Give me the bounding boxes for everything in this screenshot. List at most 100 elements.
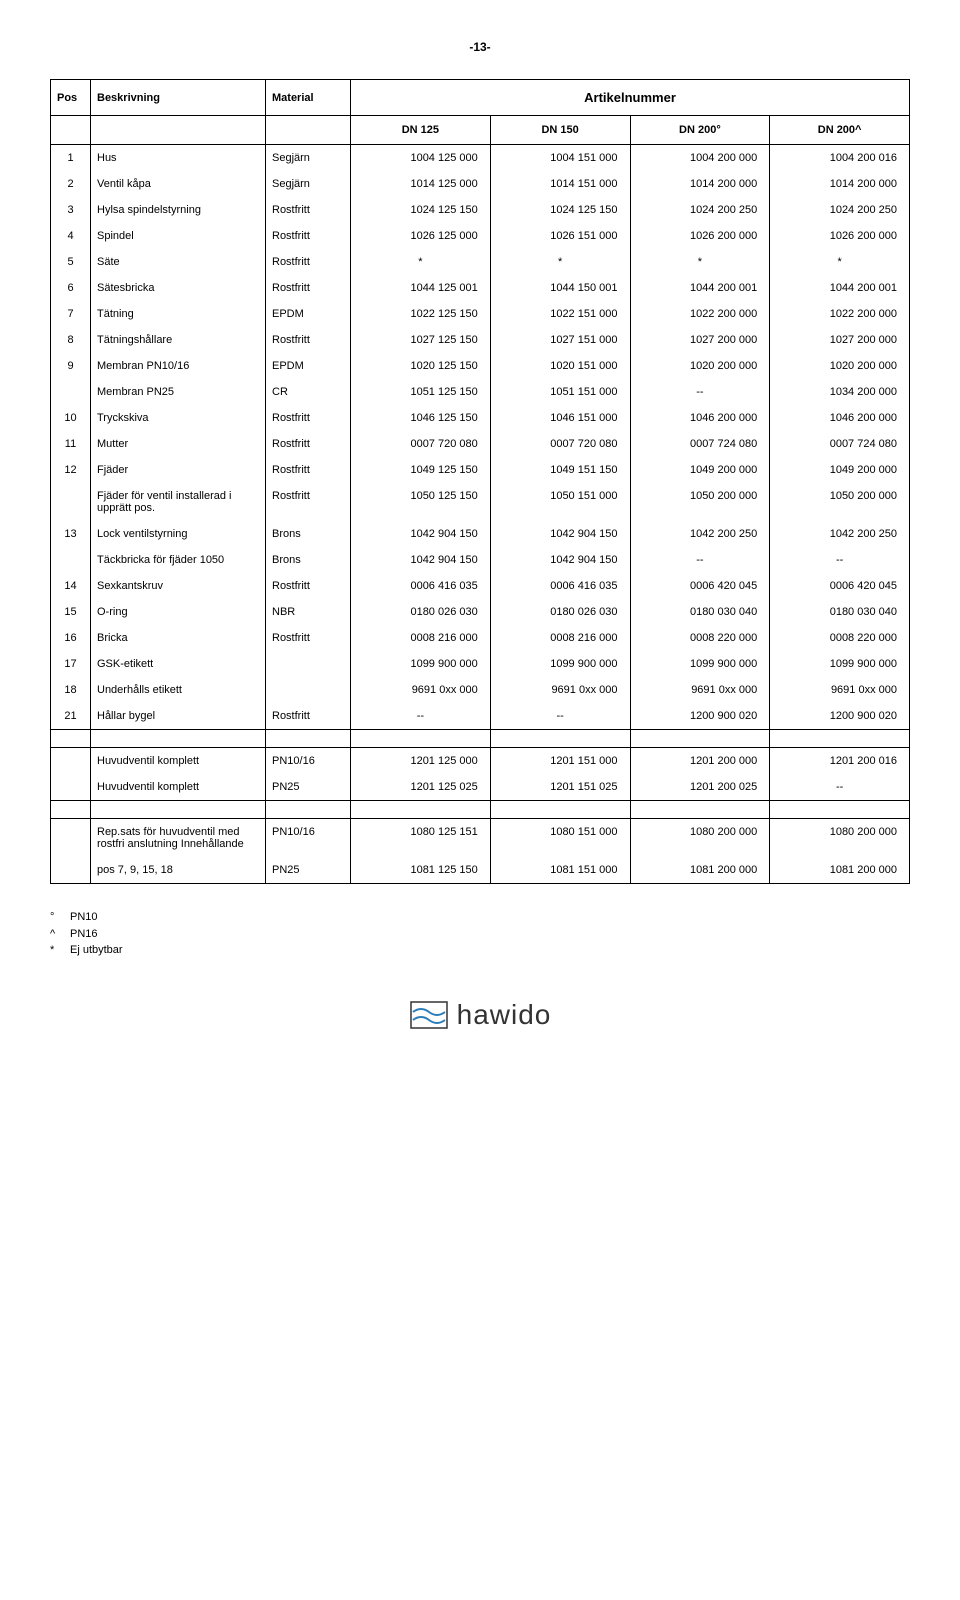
table-row: Huvudventil komplettPN10/161201 125 0001…: [51, 748, 910, 775]
footnote-sym: °: [50, 909, 70, 926]
cell-c2: 0006 416 035: [490, 573, 630, 599]
table-row: 11MutterRostfritt0007 720 0800007 720 08…: [51, 431, 910, 457]
cell-c2: 1049 151 150: [490, 457, 630, 483]
cell-c2: 1022 151 000: [490, 301, 630, 327]
cell-desc: Sätesbricka: [91, 275, 266, 301]
cell-pos: [51, 819, 91, 858]
cell-c4: 1024 200 250: [770, 197, 910, 223]
cell-c1: 0007 720 080: [351, 431, 491, 457]
table-row: 12FjäderRostfritt1049 125 1501049 151 15…: [51, 457, 910, 483]
cell-material: Rostfritt: [266, 223, 351, 249]
cell-c3: 0180 030 040: [630, 599, 770, 625]
cell-c4: 0006 420 045: [770, 573, 910, 599]
cell-material: [266, 677, 351, 703]
footnote-sym: *: [50, 942, 70, 959]
cell-pos: 7: [51, 301, 91, 327]
cell-c1: 1080 125 151: [351, 819, 491, 858]
cell-material: Rostfritt: [266, 275, 351, 301]
cell-c3: --: [630, 379, 770, 405]
cell-desc: GSK-etikett: [91, 651, 266, 677]
cell-c1: 1024 125 150: [351, 197, 491, 223]
cell-c3: 1046 200 000: [630, 405, 770, 431]
table-row: Membran PN25CR1051 125 1501051 151 000--…: [51, 379, 910, 405]
cell-c2: 0007 720 080: [490, 431, 630, 457]
cell-desc: Huvudventil komplett: [91, 748, 266, 775]
table-row: 9Membran PN10/16EPDM1020 125 1501020 151…: [51, 353, 910, 379]
cell-c2: 1004 151 000: [490, 145, 630, 172]
cell-pos: [51, 748, 91, 775]
gap: [51, 730, 910, 748]
cell-desc: Hållar bygel: [91, 703, 266, 730]
cell-desc: Sexkantskruv: [91, 573, 266, 599]
cell-c1: 1050 125 150: [351, 483, 491, 521]
cell-c2: 1081 151 000: [490, 857, 630, 884]
table-row: Täckbricka för fjäder 1050Brons1042 904 …: [51, 547, 910, 573]
footnote-text: Ej utbytbar: [70, 942, 123, 959]
table-body-main: 1HusSegjärn1004 125 0001004 151 0001004 …: [51, 145, 910, 730]
cell-c3: 1201 200 000: [630, 748, 770, 775]
cell-c2: 1080 151 000: [490, 819, 630, 858]
cell-c4: 1022 200 000: [770, 301, 910, 327]
cell-c3: 9691 0xx 000: [630, 677, 770, 703]
cell-material: Rostfritt: [266, 405, 351, 431]
cell-pos: 10: [51, 405, 91, 431]
cell-desc: Hus: [91, 145, 266, 172]
cell-c4: 1046 200 000: [770, 405, 910, 431]
cell-c2: 1042 904 150: [490, 521, 630, 547]
cell-c3: 0007 724 080: [630, 431, 770, 457]
th-dn200b: DN 200^: [770, 116, 910, 145]
table-row: 13Lock ventilstyrningBrons1042 904 15010…: [51, 521, 910, 547]
cell-desc: Tätning: [91, 301, 266, 327]
cell-c4: 0008 220 000: [770, 625, 910, 651]
cell-c1: 1051 125 150: [351, 379, 491, 405]
cell-c1: 0180 026 030: [351, 599, 491, 625]
cell-c2: 1027 151 000: [490, 327, 630, 353]
cell-c1: 1042 904 150: [351, 547, 491, 573]
cell-c3: 1081 200 000: [630, 857, 770, 884]
cell-c4: 1201 200 016: [770, 748, 910, 775]
cell-c2: --: [490, 703, 630, 730]
th-beskrivning: Beskrivning: [91, 80, 266, 116]
cell-pos: 15: [51, 599, 91, 625]
cell-pos: [51, 774, 91, 801]
cell-c3: 1044 200 001: [630, 275, 770, 301]
table-row: 5SäteRostfritt****: [51, 249, 910, 275]
cell-c3: 0008 220 000: [630, 625, 770, 651]
cell-desc: Huvudventil komplett: [91, 774, 266, 801]
cell-desc: Säte: [91, 249, 266, 275]
table-row: 3Hylsa spindelstyrningRostfritt1024 125 …: [51, 197, 910, 223]
cell-material: EPDM: [266, 353, 351, 379]
cell-c1: 1027 125 150: [351, 327, 491, 353]
cell-c4: 1042 200 250: [770, 521, 910, 547]
cell-c4: 1080 200 000: [770, 819, 910, 858]
cell-material: PN10/16: [266, 748, 351, 775]
cell-desc: Rep.sats för huvudventil med rostfri ans…: [91, 819, 266, 858]
cell-c4: 1044 200 001: [770, 275, 910, 301]
cell-material: Brons: [266, 547, 351, 573]
cell-c2: 1024 125 150: [490, 197, 630, 223]
cell-material: Rostfritt: [266, 457, 351, 483]
cell-c1: 1046 125 150: [351, 405, 491, 431]
cell-c2: 1099 900 000: [490, 651, 630, 677]
cell-c4: 1027 200 000: [770, 327, 910, 353]
table-row: 1HusSegjärn1004 125 0001004 151 0001004 …: [51, 145, 910, 172]
cell-c1: 1099 900 000: [351, 651, 491, 677]
cell-c1: 9691 0xx 000: [351, 677, 491, 703]
cell-c3: 1080 200 000: [630, 819, 770, 858]
cell-c4: 1004 200 016: [770, 145, 910, 172]
cell-material: CR: [266, 379, 351, 405]
cell-material: Rostfritt: [266, 625, 351, 651]
cell-pos: 12: [51, 457, 91, 483]
th-material: Material: [266, 80, 351, 116]
cell-c2: 1014 151 000: [490, 171, 630, 197]
cell-c3: 1027 200 000: [630, 327, 770, 353]
cell-c1: 1020 125 150: [351, 353, 491, 379]
cell-desc: Ventil kåpa: [91, 171, 266, 197]
footnotes: °PN10 ^PN16 *Ej utbytbar: [50, 909, 910, 959]
cell-c2: 1201 151 025: [490, 774, 630, 801]
table-row: 10TryckskivaRostfritt1046 125 1501046 15…: [51, 405, 910, 431]
cell-c2: 1042 904 150: [490, 547, 630, 573]
gap: [51, 801, 910, 819]
table-row: 7TätningEPDM1022 125 1501022 151 0001022…: [51, 301, 910, 327]
cell-material: Rostfritt: [266, 249, 351, 275]
